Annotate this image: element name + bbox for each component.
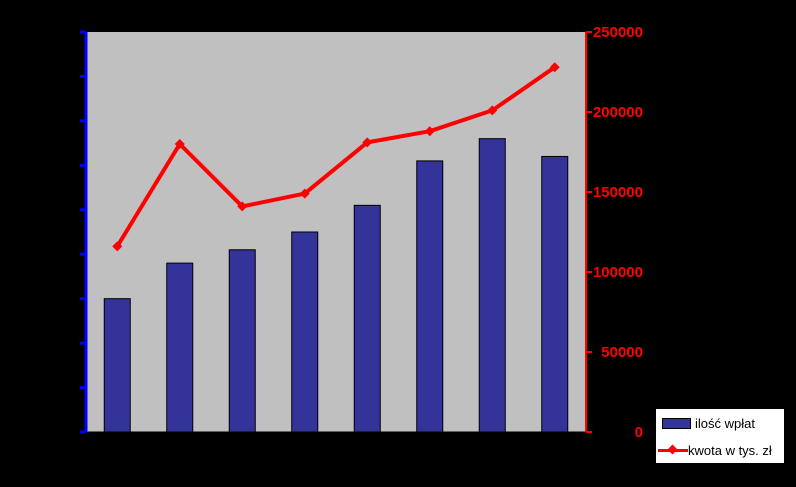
bar-7 <box>478 138 506 433</box>
bar-4 <box>291 231 319 433</box>
left-y-axis <box>80 30 88 434</box>
plot-area <box>86 32 586 432</box>
line-point-2 <box>174 139 185 149</box>
right-tick-label-3: 150000 <box>593 184 643 201</box>
line-point-5 <box>362 137 373 148</box>
line-point-4 <box>299 188 310 199</box>
line-point-7 <box>487 105 498 116</box>
right-tick-label-2: 100000 <box>593 264 643 281</box>
legend-swatch-bar <box>662 417 691 429</box>
legend-label-bars: ilość wpłat <box>695 415 755 431</box>
x-axis <box>85 431 587 437</box>
legend-swatch-line <box>658 444 688 456</box>
legend: ilość wpłat kwota w tys. zł <box>655 408 785 464</box>
right-tick-label-0: 0 <box>635 424 643 441</box>
bar-1 <box>103 298 131 433</box>
bar-6 <box>416 160 444 433</box>
legend-item-bars: ilość wpłat <box>656 413 755 433</box>
bar-2 <box>166 262 194 433</box>
right-y-axis: 0 50000 100000 150000 200000 250000 <box>585 24 643 441</box>
line-path <box>115 65 556 248</box>
right-tick-label-4: 200000 <box>593 104 643 121</box>
line-point-1 <box>112 241 123 252</box>
line-series <box>112 62 560 252</box>
line-point-8 <box>549 62 560 73</box>
right-tick-label-5: 250000 <box>593 24 643 41</box>
legend-item-line: kwota w tys. zł <box>656 440 772 460</box>
bar-8 <box>541 155 569 433</box>
legend-label-line: kwota w tys. zł <box>688 442 772 458</box>
line-point-6 <box>424 126 435 137</box>
right-tick-label-1: 50000 <box>601 344 643 361</box>
bar-3 <box>228 249 256 433</box>
line-point-3 <box>237 201 248 212</box>
bar-series <box>103 138 569 433</box>
bar-5 <box>353 204 381 433</box>
